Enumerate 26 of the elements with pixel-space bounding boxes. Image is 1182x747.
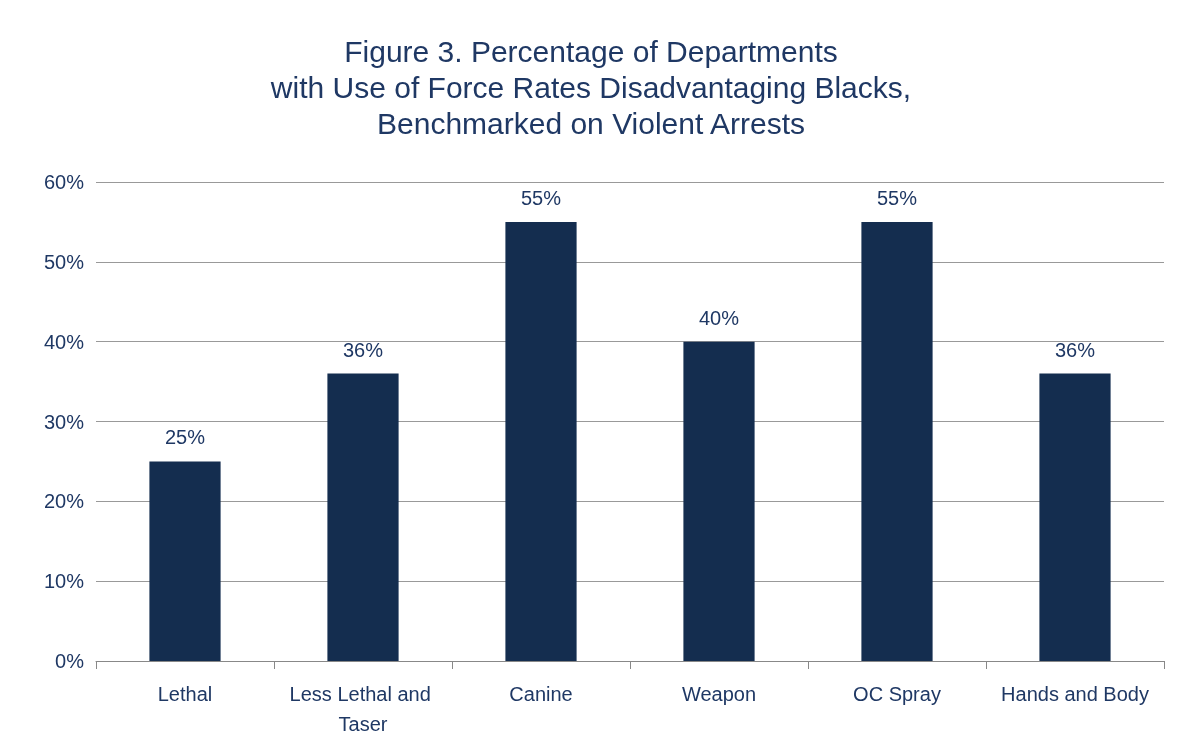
y-tick-label: 50% [43,250,85,273]
data-label: 55% [520,186,562,209]
y-tick-label: 0% [55,650,85,672]
bar [683,341,755,661]
data-label: 40% [698,306,740,329]
y-tick-label: 10% [43,570,85,593]
data-label: 55% [876,186,918,209]
x-tick-label: Hands and Body [1001,683,1149,705]
data-label: 25% [164,426,206,449]
x-tick-label: Weapon [681,683,757,705]
data-label: 36% [1054,338,1096,361]
y-tick-label: 20% [43,490,85,513]
bar [1039,373,1111,661]
y-tick-label: 30% [43,410,85,433]
x-tick-label: OC Spray [853,683,941,705]
bar [505,221,577,661]
bar [861,221,933,661]
bar [327,373,399,661]
bar [149,461,221,661]
data-label: 36% [342,338,384,361]
x-tick-label: Lethal [157,683,213,705]
x-tick-label: Less Lethal and Taser [289,683,437,735]
y-tick-label: 40% [43,330,85,353]
y-tick-label: 60% [43,171,85,193]
chart-title: Figure 3. Percentage of Departments with Use of Force Rates Disadvantaging Blacks, Benchmarked on Violent Arrests [269,34,912,140]
x-tick-label: Canine [509,683,573,705]
